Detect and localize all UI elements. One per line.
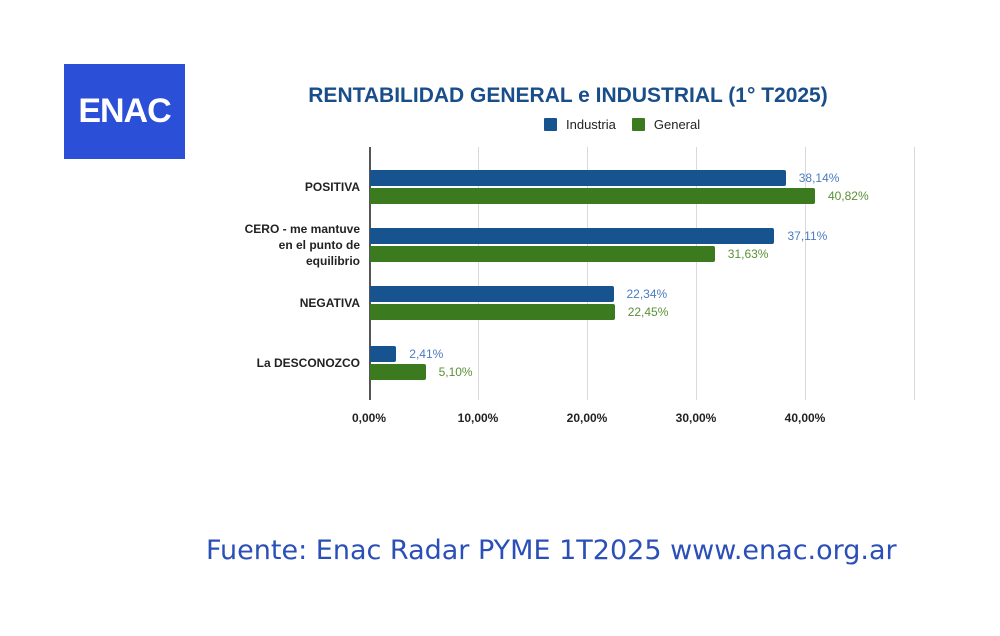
gridline	[478, 147, 479, 400]
legend-item-general: General	[631, 117, 701, 132]
legend-swatch-industria	[544, 118, 557, 131]
source-footer: Fuente: Enac Radar PYME 1T2025 www.enac.…	[206, 535, 897, 566]
bar-general	[370, 188, 815, 204]
bar-general	[370, 304, 615, 320]
data-label: 2,41%	[409, 347, 444, 361]
gridline	[805, 147, 806, 400]
logo-text: ENAC	[78, 92, 171, 130]
category-label: CERO - me mantuve en el punto de equilibri…	[244, 222, 360, 268]
chart-legend: Industria General	[544, 117, 716, 132]
legend-label-general: General	[653, 117, 701, 132]
data-label: 31,63%	[727, 247, 769, 261]
category-label: La DESCONOZCO	[256, 356, 360, 370]
x-tick: 10,00%	[457, 411, 499, 425]
x-tick: 40,00%	[784, 411, 826, 425]
bar-general	[370, 364, 426, 380]
legend-label-industria: Industria	[566, 117, 616, 132]
category-label: POSITIVA	[304, 180, 360, 194]
plot-area: 38,14% 40,82% 37,11% 31,63% 22,34% 22,45% 2,41…	[369, 147, 915, 400]
data-label: 22,34%	[626, 287, 668, 301]
x-tick: 20,00%	[566, 411, 608, 425]
y-axis-line	[369, 147, 371, 400]
gridline	[696, 147, 697, 400]
data-label: 38,14%	[798, 171, 840, 185]
enac-logo: ENAC	[64, 64, 185, 159]
data-label: 40,82%	[827, 189, 869, 203]
data-label: 37,11%	[787, 229, 828, 243]
x-tick: 0,00%	[351, 411, 387, 425]
data-label: 22,45%	[627, 305, 669, 319]
bar-industria	[370, 170, 786, 186]
bar-industria	[370, 346, 397, 362]
bar-industria	[370, 228, 775, 244]
legend-item-industria: Industria	[544, 117, 616, 132]
bar-industria	[370, 286, 614, 302]
legend-swatch-general	[631, 118, 645, 131]
data-label: 5,10%	[438, 365, 473, 379]
chart-title: RENTABILIDAD GENERAL e INDUSTRIAL (1° T2…	[308, 84, 828, 107]
gridline	[914, 147, 915, 400]
x-tick: 30,00%	[675, 411, 717, 425]
gridline	[587, 147, 588, 400]
category-label: NEGATIVA	[299, 296, 360, 310]
bar-general	[370, 246, 715, 262]
